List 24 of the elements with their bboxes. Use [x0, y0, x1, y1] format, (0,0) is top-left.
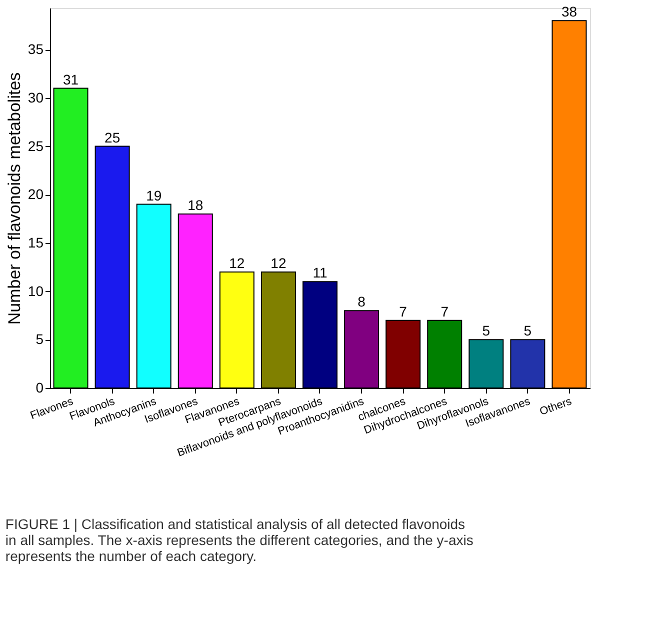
data-label: 5	[482, 322, 490, 339]
y-tick-label: 20	[28, 186, 44, 202]
y-tick-label: 15	[28, 234, 44, 250]
data-label: 11	[312, 264, 328, 281]
data-label: 31	[62, 71, 79, 88]
y-tick-label: 30	[28, 89, 44, 106]
data-label: 7	[399, 303, 408, 320]
x-tick-label: Others	[538, 395, 574, 418]
data-label: 12	[229, 254, 245, 271]
data-label: 7	[440, 303, 449, 320]
y-tick-label: 25	[28, 138, 44, 154]
data-label: 18	[188, 196, 204, 213]
y-tick-label: 0	[36, 380, 44, 396]
data-label: 25	[104, 129, 120, 146]
data-label: 38	[561, 4, 578, 20]
y-tick-label: 5	[36, 331, 44, 348]
data-label: 8	[358, 294, 366, 310]
data-label: 12	[270, 254, 286, 271]
data-label: 5	[524, 322, 532, 339]
y-tick-label: 35	[28, 41, 44, 58]
caption: FIGURE 1 | Classification and statistical analysis of all detected flavonoids in all samples. The x-axis represents the different categories, and the y-axis represents the number of each category.	[5, 516, 474, 564]
data-label: 19	[146, 187, 162, 204]
y-tick-label: 10	[28, 282, 44, 299]
y-axis-title: Number of flavonoids metabolites	[4, 72, 24, 325]
